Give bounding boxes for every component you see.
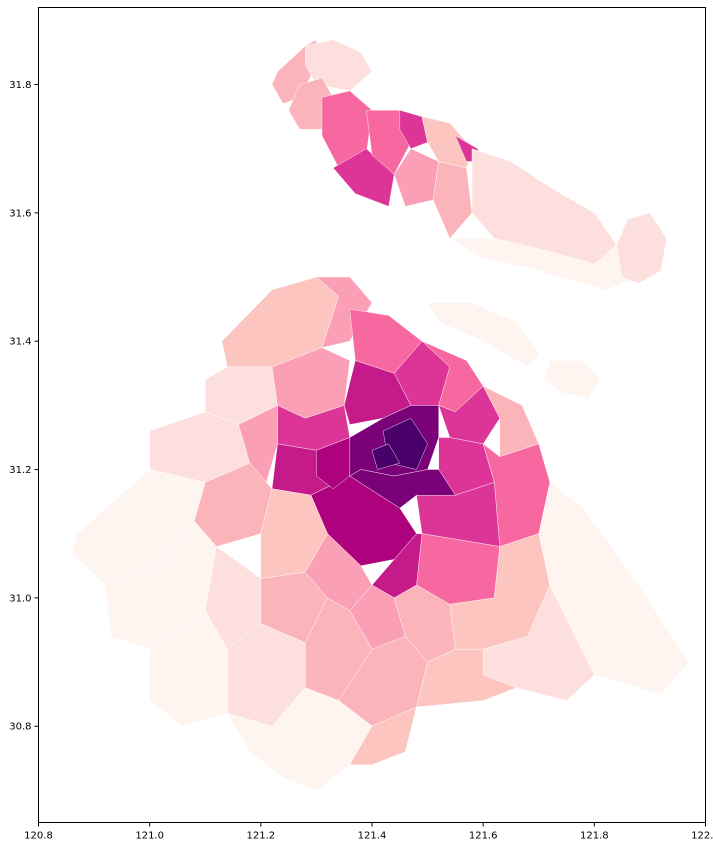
- region-chongming-n1: [421, 116, 473, 169]
- region-changxing-island: [427, 302, 539, 368]
- map-regions: [71, 39, 689, 791]
- x-tick-label: 121.0: [135, 831, 164, 842]
- y-tick-label: 31.0: [9, 593, 31, 604]
- region-chongming-c2: [432, 161, 473, 239]
- x-tick-label: 121.2: [247, 831, 276, 842]
- x-tick-label: 121.4: [358, 831, 387, 842]
- y-axis: 30.8 31.0 31.2 31.4 31.6 31.8: [9, 80, 39, 733]
- x-tick-label: 122.0: [691, 831, 713, 842]
- region-urban-core-4: [316, 437, 350, 489]
- y-tick-label: 31.4: [9, 337, 31, 348]
- region-chongming-w3: [332, 148, 395, 207]
- y-tick-label: 31.2: [9, 465, 31, 476]
- region-urban-core-3: [349, 469, 456, 509]
- region-fengxian-e: [416, 649, 517, 708]
- y-tick-label: 31.6: [9, 208, 31, 219]
- region-chongming-tail: [616, 212, 667, 284]
- x-axis: 120.8 121.0 121.2 121.4 121.6 121.8 122.0: [24, 822, 713, 842]
- region-minhang-w: [238, 405, 278, 483]
- x-tick-label: 120.8: [24, 831, 53, 842]
- x-tick-label: 121.6: [469, 831, 498, 842]
- y-tick-label: 30.8: [9, 722, 31, 733]
- region-hengsha-island: [544, 360, 601, 400]
- x-tick-label: 121.8: [580, 831, 609, 842]
- y-tick-label: 31.8: [9, 80, 31, 91]
- region-jinshan-s2: [349, 706, 417, 765]
- region-jiading-e: [316, 276, 373, 348]
- region-chongming-w5: [399, 109, 428, 149]
- region-urban-core-5: [371, 443, 400, 470]
